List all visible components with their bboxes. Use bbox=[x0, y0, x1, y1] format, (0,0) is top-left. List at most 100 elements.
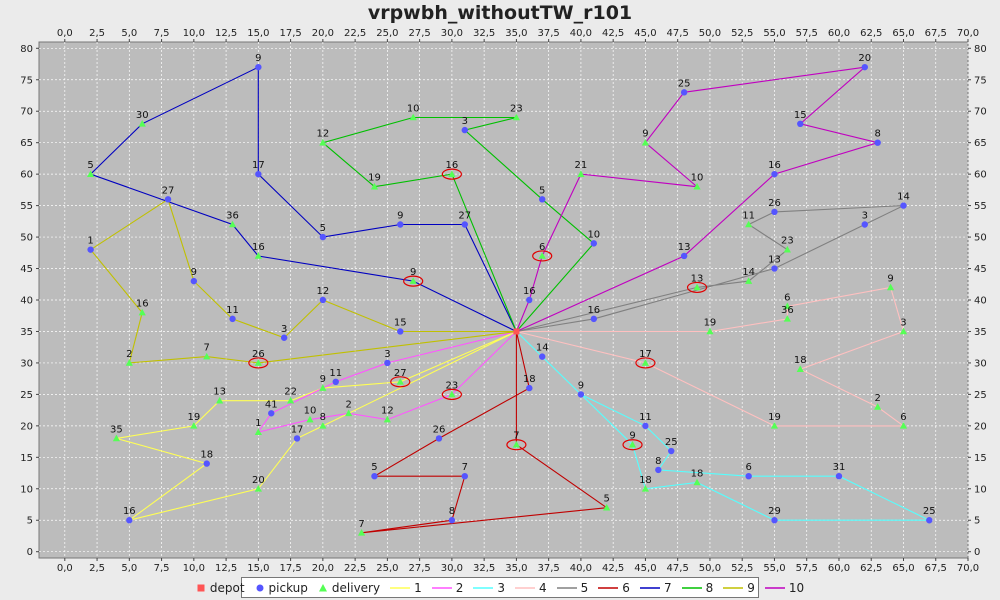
y-tick-label: 20 bbox=[20, 421, 33, 432]
legend-item: 2 bbox=[431, 581, 463, 595]
point-label: 2 bbox=[874, 393, 880, 404]
x-tick-label-top: 32,5 bbox=[473, 28, 495, 39]
point-label: 18 bbox=[691, 468, 704, 479]
legend-item: 8 bbox=[681, 580, 714, 595]
point-label: 25 bbox=[678, 78, 691, 89]
x-tick-label-top: 12,5 bbox=[215, 28, 237, 39]
point-label: 18 bbox=[200, 450, 213, 461]
pickup-point bbox=[526, 384, 533, 392]
x-tick-label: 37,5 bbox=[538, 563, 560, 574]
point-label: 16 bbox=[768, 160, 781, 171]
y-tick-label: 75 bbox=[20, 75, 33, 86]
route-chart: 0,0 0,0 2,5 2,5 5,0 5,0 7,5 7,5 10,0 10,0 12,5 12,5… bbox=[20, 28, 987, 574]
delivery-point bbox=[190, 422, 198, 429]
pickup-point bbox=[87, 246, 94, 253]
delivery-point bbox=[254, 359, 262, 366]
route-4-line bbox=[516, 286, 906, 427]
point-label: 2 bbox=[126, 349, 132, 360]
x-tick-label-top: 2,5 bbox=[89, 28, 105, 39]
legend: depot pickup delivery 1 2 3 4 5 6 7 8 9 10 bbox=[197, 577, 804, 598]
x-tick-label-top: 65,0 bbox=[892, 28, 914, 39]
highlight-ellipse bbox=[622, 439, 643, 451]
delivery-point bbox=[396, 378, 404, 385]
point-label: 13 bbox=[768, 255, 781, 266]
x-tick-label-top: 50,0 bbox=[699, 28, 721, 39]
route-markers bbox=[87, 63, 933, 536]
pickup-point bbox=[680, 89, 688, 96]
point-label: 10 bbox=[304, 406, 317, 417]
point-label: 16 bbox=[252, 242, 265, 253]
point-label: 22 bbox=[284, 387, 297, 398]
highlight-ellipse bbox=[506, 439, 527, 451]
route-8-line bbox=[321, 116, 595, 332]
legend-symbol bbox=[639, 586, 660, 589]
pickup-point bbox=[680, 252, 688, 260]
x-tick-label: 2,5 bbox=[89, 563, 105, 574]
legend-symbol bbox=[764, 586, 785, 589]
x-tick-label: 57,5 bbox=[796, 563, 818, 574]
x-tick-label: 20,0 bbox=[312, 563, 334, 574]
legend-symbol bbox=[681, 586, 702, 589]
highlight-ellipse bbox=[403, 275, 424, 287]
legend-symbol bbox=[556, 586, 577, 589]
point-label: 19 bbox=[704, 317, 717, 328]
legend-symbol bbox=[256, 584, 264, 591]
point-label: 9 bbox=[255, 53, 261, 64]
pickup-point bbox=[461, 126, 468, 134]
point-label: 3 bbox=[900, 317, 906, 328]
y-tick-label: 65 bbox=[20, 138, 33, 149]
x-tick-label: 5,0 bbox=[121, 563, 137, 574]
point-label: 14 bbox=[897, 192, 910, 203]
point-label: 18 bbox=[639, 475, 652, 486]
legend-symbol bbox=[598, 586, 619, 589]
x-tick-label: 0,0 bbox=[57, 563, 73, 574]
y-tick-label-right: 20 bbox=[974, 421, 987, 432]
x-tick-label: 50,0 bbox=[699, 563, 721, 574]
point-label: 8 bbox=[320, 412, 326, 423]
x-tick-label-top: 10,0 bbox=[183, 28, 205, 39]
highlight-ellipse bbox=[635, 357, 656, 369]
x-tick-label-top: 15,0 bbox=[247, 28, 269, 39]
point-label: 9 bbox=[191, 267, 197, 278]
x-tick-label-top: 70,0 bbox=[957, 28, 979, 39]
point-label: 27 bbox=[458, 210, 471, 221]
pickup-point bbox=[384, 359, 391, 367]
pickup-point bbox=[461, 472, 468, 480]
x-tick-label-top: 22,5 bbox=[344, 28, 366, 39]
pickup-point bbox=[745, 472, 752, 480]
y-tick-label: 30 bbox=[20, 358, 33, 369]
point-label: 16 bbox=[123, 506, 136, 517]
delivery-point bbox=[125, 359, 133, 366]
pickup-point bbox=[268, 410, 275, 417]
pickup-point bbox=[771, 170, 778, 178]
point-label: 23 bbox=[446, 380, 459, 391]
point-label: 3 bbox=[862, 210, 868, 221]
x-tick-label: 22,5 bbox=[344, 563, 366, 574]
x-tick-label-top: 45,0 bbox=[634, 28, 656, 39]
pickup-point bbox=[861, 63, 868, 71]
point-label: 7 bbox=[204, 343, 210, 354]
point-label: 6 bbox=[784, 292, 790, 303]
y-tick-label-right: 45 bbox=[974, 264, 987, 275]
pickup-point bbox=[797, 120, 804, 128]
point-label: 12 bbox=[381, 406, 394, 417]
point-label: 17 bbox=[639, 349, 652, 360]
delivery-point bbox=[641, 359, 650, 366]
x-tick-label-top: 27,5 bbox=[408, 28, 430, 39]
delivery-point bbox=[87, 170, 95, 177]
legend-label: 8 bbox=[705, 580, 714, 595]
pickup-point bbox=[526, 296, 533, 304]
pickup-point bbox=[668, 447, 675, 455]
legend-label: depot bbox=[209, 580, 245, 595]
pickup-point bbox=[371, 472, 378, 480]
legend-symbol bbox=[318, 583, 327, 591]
x-tick-label-top: 0,0 bbox=[57, 28, 73, 39]
point-label: 9 bbox=[642, 129, 648, 140]
point-label: 20 bbox=[858, 53, 871, 64]
point-label: 41 bbox=[265, 399, 278, 410]
point-label: 26 bbox=[252, 349, 265, 360]
legend-label: 4 bbox=[539, 580, 547, 595]
point-label: 18 bbox=[794, 355, 807, 366]
highlight-ellipse bbox=[532, 250, 553, 262]
legend-symbol bbox=[197, 584, 205, 591]
